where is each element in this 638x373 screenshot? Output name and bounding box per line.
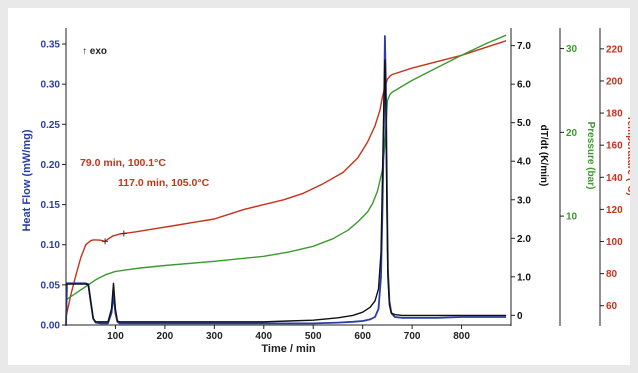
heat-flow-tick-label: 0.15 <box>41 200 61 211</box>
x-tick-label: 400 <box>255 331 272 342</box>
pressure-axis-title: Pressure (bar) <box>585 122 596 190</box>
heat-flow-axis-title: Heat Flow (mW/mg) <box>21 129 33 231</box>
exo-label: ↑ exo <box>82 46 107 57</box>
x-tick-label: 100 <box>107 331 124 342</box>
heat-flow-tick-label: 0.10 <box>41 240 61 251</box>
x-tick-label: 300 <box>206 331 223 342</box>
heat-flow-tick-label: 0.30 <box>41 80 61 91</box>
temperature-axis-title: Temperature (°C) <box>625 115 630 196</box>
pressure-tick-label: 30 <box>566 44 578 55</box>
dtdt-tick-label: 3.0 <box>517 195 531 206</box>
heat-flow-tick-label: 0.20 <box>41 160 61 171</box>
temperature-tick-label: 220 <box>606 44 623 55</box>
temperature-tick-label: 60 <box>606 301 618 312</box>
temperature-tick-label: 160 <box>606 141 623 152</box>
pressure-tick-label: 20 <box>566 128 578 139</box>
temperature-tick-label: 80 <box>606 269 618 280</box>
heat-flow-tick-label: 0.35 <box>41 40 61 51</box>
temperature-tick-label: 180 <box>606 109 623 120</box>
series-line-pressure-1 <box>65 34 507 301</box>
temperature-tick-label: 120 <box>606 205 623 216</box>
pressure-tick-label: 10 <box>566 212 578 223</box>
series-line-temperature-0 <box>65 40 507 318</box>
x-tick-label: 500 <box>305 331 322 342</box>
dtdt-tick-label: 5.0 <box>517 118 531 129</box>
annotation-label: 117.0 min, 105.0°C <box>118 177 210 189</box>
x-tick-label: 700 <box>404 331 421 342</box>
x-axis-title: Time / min <box>261 343 315 355</box>
temperature-tick-label: 100 <box>606 237 623 248</box>
chart-panel: 100 200 300 400 500 600 700 800 Time / min 0.00 0.… <box>8 8 636 365</box>
temperature-tick-label: 200 <box>606 76 623 87</box>
x-tick-label: 800 <box>453 331 470 342</box>
temperature-tick-label: 140 <box>606 173 623 184</box>
dtdt-axis-title: dT/dt (K/min) <box>538 125 549 187</box>
series-line-heat_flow-3 <box>66 59 507 323</box>
heat-flow-tick-label: 0.05 <box>41 280 61 291</box>
dtdt-tick-label: 1.0 <box>517 272 531 283</box>
dtdt-tick-label: 6.0 <box>517 80 531 91</box>
x-tick-label: 200 <box>157 331 174 342</box>
dtdt-tick-label: 7.0 <box>517 41 531 52</box>
dtdt-tick-label: 2.0 <box>517 234 531 245</box>
dtdt-tick-label: 4.0 <box>517 157 531 168</box>
heat-flow-tick-label: 0.25 <box>41 120 61 131</box>
heat-flow-tick-label: 0.00 <box>41 321 61 332</box>
dtdt-tick-label: 0 <box>517 311 523 322</box>
x-tick-label: 600 <box>354 331 371 342</box>
annotation-label: 79.0 min, 100.1°C <box>80 157 166 169</box>
